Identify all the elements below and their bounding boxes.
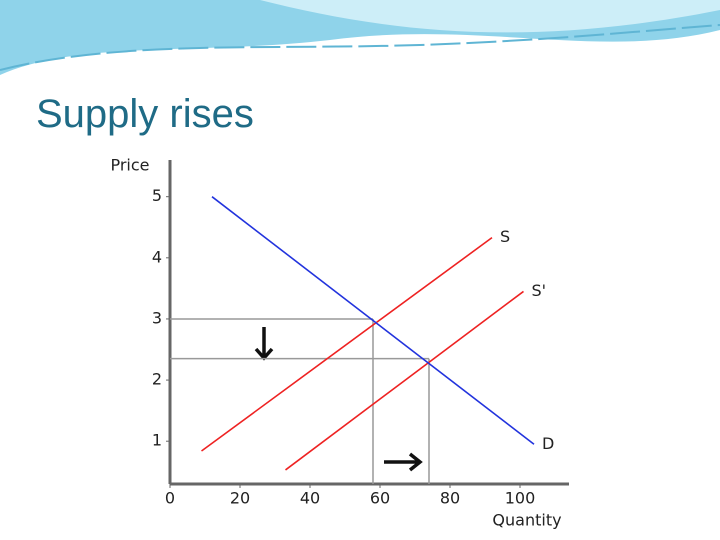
curve-label: S' <box>532 281 547 300</box>
y-tick-label: 3 <box>152 308 162 327</box>
x-tick-label: 100 <box>505 489 536 508</box>
slide-title: Supply rises <box>36 92 254 136</box>
x-tick-label: 40 <box>300 489 320 508</box>
curve-label: S <box>500 227 510 246</box>
chart-panel <box>66 143 580 540</box>
y-tick-label: 1 <box>152 431 162 450</box>
header-swoosh <box>260 0 720 33</box>
shift-arrow <box>384 452 423 472</box>
x-axis-label: Quantity <box>492 511 561 530</box>
y-tick-label: 5 <box>152 186 162 205</box>
x-tick-label: 60 <box>370 489 390 508</box>
y-tick-label: 4 <box>152 247 162 266</box>
shift-arrow <box>254 327 274 361</box>
x-tick-label: 0 <box>165 489 175 508</box>
y-tick-label: 2 <box>152 370 162 389</box>
y-axis-label: Price <box>110 156 149 175</box>
curve <box>211 196 535 445</box>
curve <box>285 290 524 471</box>
x-tick-label: 80 <box>440 489 460 508</box>
x-tick-label: 20 <box>230 489 250 508</box>
curve-label: D <box>542 434 554 453</box>
curve <box>201 236 493 452</box>
header-line <box>0 24 720 71</box>
